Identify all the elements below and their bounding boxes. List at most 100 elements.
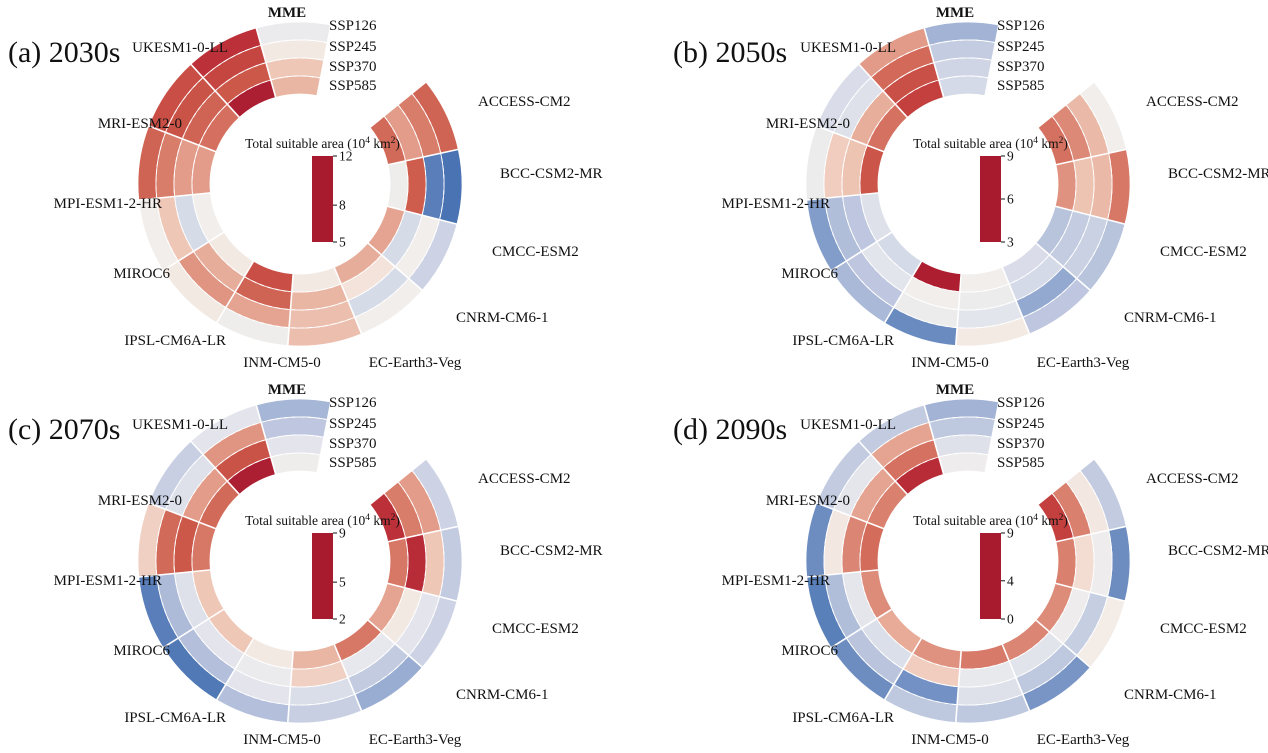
model-label-MME: MME	[936, 5, 974, 21]
model-label-ACCESS-CM2: ACCESS-CM2	[478, 471, 571, 487]
cell-BCC-CSM2-MR-SSP585	[386, 537, 409, 589]
ring-label-SSP585: SSP585	[329, 455, 377, 471]
heatmap-cells	[805, 398, 1131, 724]
model-label-CNRM-CM6-1: CNRM-CM6-1	[1124, 687, 1217, 703]
panel-b: (b) 2050s ACCESS-CM2 BCC-CSM2-MR CMCC-ESM2 C…	[634, 0, 1268, 376]
model-label-MPI-ESM1-2-HR: MPI-ESM1-2-HR	[722, 196, 830, 212]
panel-label-a: (a) 2030s	[8, 36, 120, 69]
model-label-EC-Earth3-Veg: EC-Earth3-Veg	[1037, 355, 1130, 371]
model-label-IPSL-CM6A-LR: IPSL-CM6A-LR	[124, 333, 226, 349]
model-label-CMCC-ESM2: CMCC-ESM2	[1160, 244, 1247, 260]
colorbar-ticks	[1001, 155, 1005, 243]
model-label-IPSL-CM6A-LR: IPSL-CM6A-LR	[792, 710, 894, 726]
model-label-MPI-ESM1-2-HR: MPI-ESM1-2-HR	[722, 573, 830, 589]
colorbar-tick-12: 12	[339, 149, 353, 164]
colorbar-tick-4: 4	[1007, 573, 1014, 588]
ring-label-SSP126: SSP126	[329, 18, 377, 34]
model-label-EC-Earth3-Veg: EC-Earth3-Veg	[1037, 732, 1130, 748]
model-label-CNRM-CM6-1: CNRM-CM6-1	[1124, 310, 1217, 326]
model-label-BCC-CSM2-MR: BCC-CSM2-MR	[500, 543, 603, 559]
model-label-MIROC6: MIROC6	[113, 643, 170, 659]
colorbar-tick-2: 2	[339, 612, 346, 627]
model-label-MME: MME	[268, 5, 306, 21]
model-label-ACCESS-CM2: ACCESS-CM2	[1146, 94, 1239, 110]
ring-label-SSP126: SSP126	[997, 18, 1045, 34]
model-label-UKESM1-0-LL: UKESM1-0-LL	[800, 40, 896, 56]
panel-label-d: (d) 2090s	[673, 413, 787, 446]
model-label-IPSL-CM6A-LR: IPSL-CM6A-LR	[124, 710, 226, 726]
ring-separators	[823, 39, 1113, 329]
model-label-ACCESS-CM2: ACCESS-CM2	[478, 94, 571, 110]
ring-label-SSP370: SSP370	[329, 436, 377, 452]
colorbar-tick-6: 6	[1007, 192, 1014, 207]
colorbar-tick-5: 5	[339, 235, 346, 250]
ring-label-SSP585: SSP585	[997, 78, 1045, 94]
ring-label-SSP245: SSP245	[329, 416, 377, 432]
ring-heatmap-2030s: (a) 2030s ACCESS-CM2 BCC-CSM2-MR CMCC-ESM2 C…	[8, 5, 603, 371]
model-label-MRI-ESM2-0: MRI-ESM2-0	[766, 116, 850, 132]
model-label-MRI-ESM2-0: MRI-ESM2-0	[766, 493, 850, 509]
cell-MME-SSP585	[270, 452, 322, 475]
colorbar	[312, 533, 333, 619]
colorbar	[980, 156, 1001, 242]
model-label-MRI-ESM2-0: MRI-ESM2-0	[98, 493, 182, 509]
model-label-MIROC6: MIROC6	[781, 643, 838, 659]
colorbar-ticks	[1001, 532, 1005, 620]
model-label-EC-Earth3-Veg: EC-Earth3-Veg	[369, 355, 462, 371]
model-label-MPI-ESM1-2-HR: MPI-ESM1-2-HR	[54, 573, 162, 589]
colorbar-ticks	[333, 155, 337, 243]
panel-c: (c) 2070s ACCESS-CM2 BCC-CSM2-MR CMCC-ESM2 C…	[0, 377, 634, 753]
colorbar	[312, 156, 333, 242]
cell-MME-SSP585	[938, 75, 990, 98]
cell-BCC-CSM2-MR-SSP585	[386, 160, 409, 212]
heatmap-cells	[137, 21, 463, 347]
sector-separators	[806, 24, 1127, 346]
model-label-MME: MME	[268, 382, 306, 398]
model-label-CMCC-ESM2: CMCC-ESM2	[492, 621, 579, 637]
model-label-CNRM-CM6-1: CNRM-CM6-1	[456, 687, 549, 703]
model-label-BCC-CSM2-MR: BCC-CSM2-MR	[500, 166, 603, 182]
model-label-UKESM1-0-LL: UKESM1-0-LL	[132, 40, 228, 56]
colorbar-title: Total suitable area (104​ km2​)	[245, 513, 400, 528]
ring-separators	[155, 416, 445, 706]
cell-BCC-CSM2-MR-SSP585	[1054, 537, 1077, 589]
ring-label-SSP126: SSP126	[329, 395, 377, 411]
colorbar-tick-0: 0	[1007, 612, 1014, 627]
heatmap-cells	[137, 398, 463, 724]
colorbar-tick-3: 3	[1007, 235, 1014, 250]
ring-label-SSP370: SSP370	[997, 436, 1045, 452]
ring-label-SSP126: SSP126	[997, 395, 1045, 411]
ring-label-SSP245: SSP245	[997, 416, 1045, 432]
colorbar-title: Total suitable area (104​ km2​)	[245, 136, 400, 151]
cell-BCC-CSM2-MR-SSP585	[1054, 160, 1077, 212]
ring-heatmap-2070s: (c) 2070s ACCESS-CM2 BCC-CSM2-MR CMCC-ESM2 C…	[8, 382, 603, 748]
model-label-UKESM1-0-LL: UKESM1-0-LL	[800, 417, 896, 433]
panel-label-b: (b) 2050s	[673, 36, 787, 69]
model-label-CMCC-ESM2: CMCC-ESM2	[1160, 621, 1247, 637]
model-label-ACCESS-CM2: ACCESS-CM2	[1146, 471, 1239, 487]
colorbar-tick-9: 9	[1007, 526, 1014, 541]
ring-separators	[823, 416, 1113, 706]
ring-label-SSP585: SSP585	[997, 455, 1045, 471]
model-label-INM-CM5-0: INM-CM5-0	[911, 732, 989, 748]
heatmap-cells	[805, 21, 1131, 347]
ring-label-SSP370: SSP370	[997, 59, 1045, 75]
ring-label-SSP245: SSP245	[997, 39, 1045, 55]
model-label-CMCC-ESM2: CMCC-ESM2	[492, 244, 579, 260]
model-label-INM-CM5-0: INM-CM5-0	[911, 355, 989, 371]
model-label-MRI-ESM2-0: MRI-ESM2-0	[98, 116, 182, 132]
colorbar-title: Total suitable area (104​ km2​)	[913, 136, 1068, 151]
ring-separators	[155, 39, 445, 329]
model-label-BCC-CSM2-MR: BCC-CSM2-MR	[1168, 543, 1268, 559]
panel-d: (d) 2090s ACCESS-CM2 BCC-CSM2-MR CMCC-ESM2 C…	[634, 377, 1268, 753]
model-label-INM-CM5-0: INM-CM5-0	[243, 355, 321, 371]
cell-MME-SSP585	[270, 75, 322, 98]
model-label-CNRM-CM6-1: CNRM-CM6-1	[456, 310, 549, 326]
colorbar	[980, 533, 1001, 619]
model-label-INM-CM5-0: INM-CM5-0	[243, 732, 321, 748]
cell-MME-SSP585	[938, 452, 990, 475]
model-label-MPI-ESM1-2-HR: MPI-ESM1-2-HR	[54, 196, 162, 212]
model-label-MIROC6: MIROC6	[113, 266, 170, 282]
model-label-BCC-CSM2-MR: BCC-CSM2-MR	[1168, 166, 1268, 182]
